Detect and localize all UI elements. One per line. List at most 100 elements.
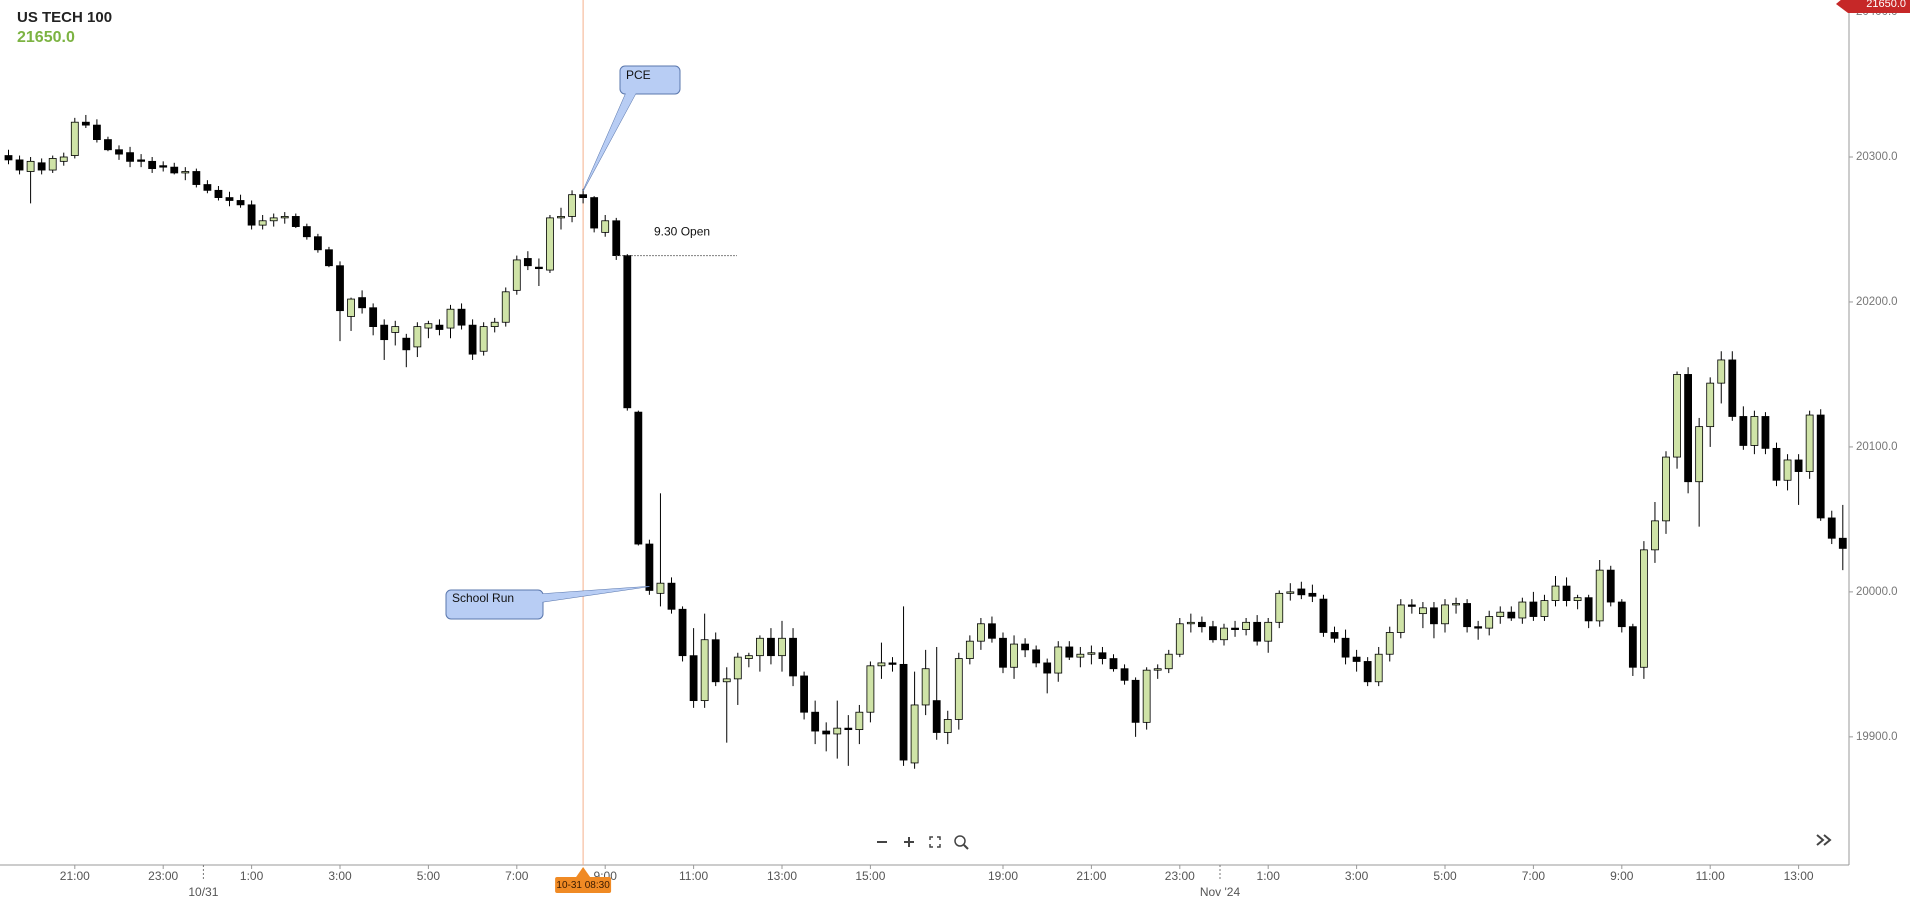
- scroll-right-button[interactable]: [1812, 830, 1836, 850]
- candle-body: [744, 655, 753, 659]
- candle-body: [1098, 652, 1107, 659]
- candle-body: [1628, 626, 1637, 668]
- price-tag: [1836, 0, 1910, 13]
- toolbar: [872, 830, 1836, 852]
- x-tick-label: 23:00: [148, 869, 178, 883]
- candle-body: [656, 582, 665, 594]
- candle-body: [1076, 653, 1085, 658]
- candle-body: [1120, 668, 1129, 681]
- candle-body: [1772, 447, 1781, 481]
- candle-body: [1175, 623, 1184, 655]
- candle-body: [1651, 520, 1659, 551]
- candle-body: [1153, 668, 1162, 671]
- callout-joint: [583, 93, 636, 191]
- fullscreen-button[interactable]: [925, 832, 945, 852]
- candle-body: [1065, 646, 1074, 658]
- candle-body: [347, 298, 355, 317]
- x-tick-label: 7:00: [1522, 869, 1546, 883]
- x-tick-label: 15:00: [855, 869, 885, 883]
- x-tick-label: 7:00: [505, 869, 529, 883]
- candle-body: [369, 307, 378, 328]
- candle-body: [866, 665, 875, 713]
- candle-body: [822, 730, 831, 735]
- candle-body: [1673, 374, 1681, 458]
- candle-body: [557, 216, 565, 219]
- crosshair-label: 10-31 08:30: [556, 880, 610, 891]
- crosshair-label-box: [555, 877, 612, 893]
- candle-body: [192, 171, 201, 185]
- candle-body: [1297, 588, 1306, 596]
- candle-body: [1540, 600, 1549, 617]
- candle-body: [1640, 549, 1648, 668]
- candle-body: [81, 121, 90, 126]
- candle-body: [170, 166, 179, 174]
- candle-body: [1430, 607, 1438, 625]
- candle-body: [37, 162, 46, 171]
- y-tick-label: 19900.0: [1856, 731, 1898, 743]
- zoom-reset-button[interactable]: [951, 832, 971, 852]
- x-tick-label: 23:00: [1165, 869, 1195, 883]
- x-tick-label: 11:00: [1696, 869, 1725, 883]
- x-tick-label: 13:00: [1784, 869, 1814, 883]
- candle-body: [1142, 669, 1151, 723]
- candle-body: [302, 226, 311, 238]
- candle-body: [733, 656, 742, 680]
- candle-body: [1087, 652, 1096, 655]
- candle-body: [247, 204, 256, 226]
- candle-body: [4, 155, 13, 161]
- y-tick-label: 20300.0: [1856, 151, 1898, 163]
- candle-body: [1385, 632, 1394, 655]
- candle-body: [479, 326, 488, 352]
- candle-body: [988, 623, 996, 639]
- zoom-in-button[interactable]: [899, 832, 919, 852]
- candle-body: [391, 326, 400, 333]
- candle-body: [402, 337, 411, 351]
- callout-box: [445, 589, 544, 620]
- candle-body: [1186, 621, 1195, 625]
- candle-body: [1407, 604, 1416, 607]
- candle-body: [1374, 653, 1383, 683]
- candle-body: [977, 623, 985, 642]
- candle-body: [137, 159, 146, 162]
- candle-body: [1319, 598, 1328, 633]
- candle-body: [104, 139, 112, 151]
- date-label: Nov '24: [1200, 885, 1241, 899]
- candle-body: [1242, 621, 1250, 630]
- candle-body: [435, 324, 444, 330]
- candle-body: [1363, 661, 1372, 683]
- candle-body: [1043, 662, 1052, 674]
- zoom-out-button[interactable]: [872, 832, 892, 852]
- candle-body: [59, 156, 68, 162]
- candle-body: [512, 259, 521, 291]
- candle-body: [1109, 658, 1118, 670]
- candle-body: [535, 266, 543, 270]
- candle-body: [280, 216, 289, 219]
- candle-body: [921, 668, 930, 706]
- candle-body: [667, 582, 676, 610]
- x-tick-label: 3:00: [1345, 869, 1369, 883]
- annotation-label: 9.30 Open: [654, 225, 710, 239]
- date-label: 10/31: [188, 885, 218, 899]
- candle-body: [148, 160, 157, 169]
- candle-body: [1396, 604, 1405, 633]
- price-tag-label: 21650.0: [1866, 0, 1906, 10]
- candle-body: [1606, 569, 1615, 603]
- candle-body: [1275, 592, 1284, 623]
- candle-body: [1684, 374, 1692, 483]
- candle-body: [236, 200, 245, 206]
- candle-body: [645, 543, 654, 591]
- candle-body: [358, 297, 367, 309]
- candle-body: [1474, 626, 1483, 629]
- candle-body: [965, 640, 974, 659]
- candle-body: [678, 608, 687, 657]
- chart-title: US TECH 100: [17, 9, 112, 26]
- candle-body: [26, 160, 35, 172]
- candle-body: [722, 678, 731, 683]
- candle-body: [325, 249, 333, 267]
- candle-body: [888, 662, 897, 665]
- candle-body: [910, 704, 919, 764]
- candle-body: [1783, 459, 1792, 481]
- candle-body: [490, 321, 499, 328]
- candle-body: [1761, 416, 1770, 449]
